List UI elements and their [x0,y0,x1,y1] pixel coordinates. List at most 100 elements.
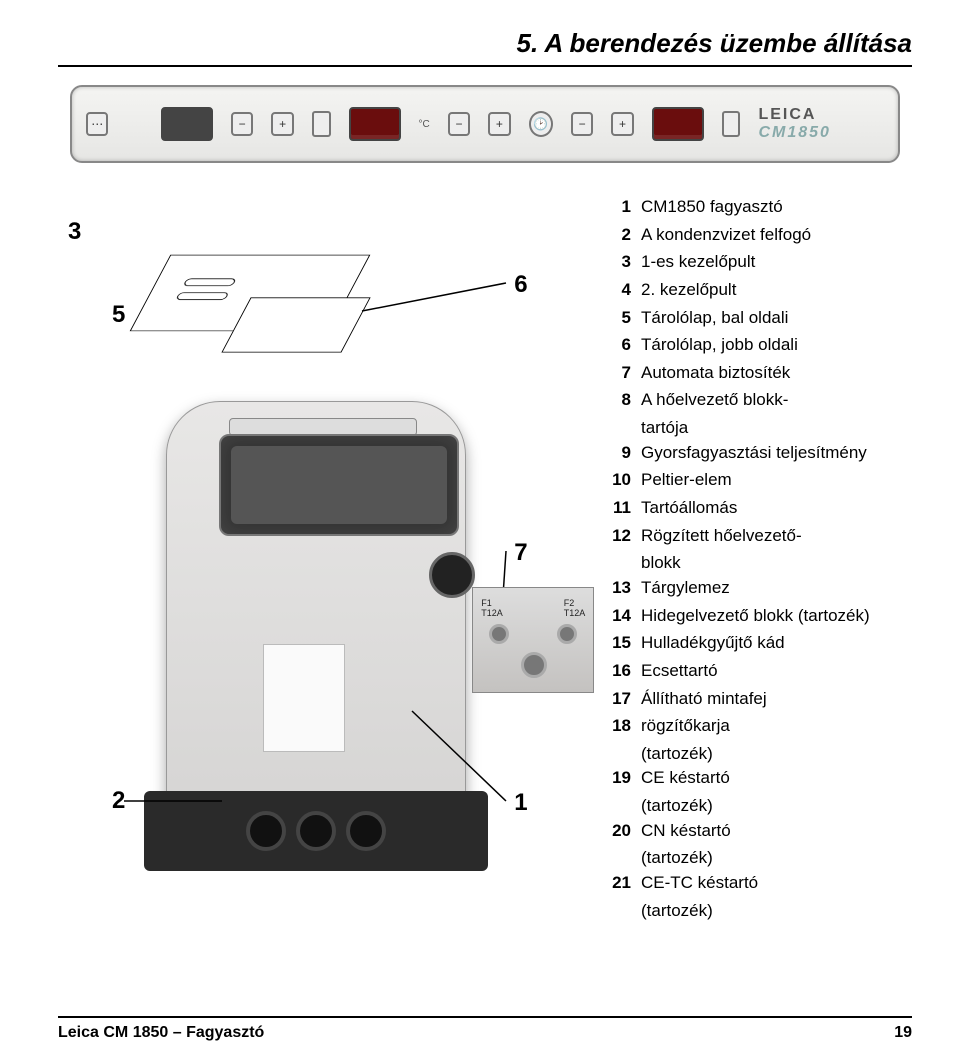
caster-wheel-icon [346,811,386,851]
legend-number: 15 [603,631,631,656]
legend-subtext: (tartozék) [641,899,912,924]
legend-text: Állítható mintafej [641,687,912,712]
legend-text: Peltier-elem [641,468,912,493]
legend-text: Tartóállomás [641,496,912,521]
fuse-inset-photo: F1T12A F2T12A [472,587,594,693]
page-footer: Leica CM 1850 – Fagyasztó 19 [58,1016,912,1042]
parts-legend: 1CM1850 fagyasztó 2 A kondenzvizet felfogó… [603,191,912,911]
legend-subtext: (tartozék) [641,794,912,819]
plus-button-icon: + [271,112,293,136]
legend-text: A hőelvezető blokk- [641,388,912,413]
legend-number: 20 [603,819,631,844]
title-rule [58,65,912,67]
handwheel-icon [429,552,475,598]
legend-row: 9 Gyorsfagyasztási teljesítmény [603,441,912,466]
caster-wheel-icon [246,811,286,851]
minus-button-icon: − [231,112,253,136]
socket-icon [521,652,547,678]
fuse-holder-icon [489,624,509,644]
legend-text: CE-TC késtartó [641,871,912,896]
legend-text: Hidegelvezető blokk (tartozék) [641,604,912,629]
figure-middle: 6 7 1 F1T12A F2T12A [512,191,585,911]
time-display [652,107,704,141]
plate-slot-icon [175,292,229,300]
machine-chamber-window [219,434,459,536]
legend-number: 16 [603,659,631,684]
legend-row: 15 Hulladékgyűjtő kád [603,631,912,656]
legend-text: Ecsettartó [641,659,912,684]
fuse-f2-label: F2T12A [564,598,586,618]
footer-product: Leica CM 1850 – Fagyasztó [58,1024,264,1042]
callout-2: 2 [112,787,125,815]
legend-row: 1CM1850 fagyasztó [603,195,912,220]
legend-number: 3 [603,250,631,275]
legend-number: 13 [603,576,631,601]
plus-button-3-icon: + [611,112,633,136]
minus-button-3-icon: − [571,112,593,136]
legend-row: 18 rögzítőkarja [603,714,912,739]
legend-number: 18 [603,714,631,739]
legend-subtext: (tartozék) [641,742,912,767]
legend-row: 12 Rögzített hőelvezető- [603,524,912,549]
fuse-holder-icon [557,624,577,644]
legend-subtext: tartója [641,416,912,441]
legend-text: 1-es kezelőpult [641,250,912,275]
brand-model: CM1850 [758,124,830,141]
legend-text: Hulladékgyűjtő kád [641,631,912,656]
legend-row: 19CE késtartó [603,766,912,791]
legend-number: 10 [603,468,631,493]
legend-number: 21 [603,871,631,896]
legend-number: 7 [603,361,631,386]
legend-row: 2 A kondenzvizet felfogó [603,223,912,248]
control-panel-figure: ⋯ − + °C − + 🕑 − + LEICA CM1850 [58,85,912,163]
legend-text: A kondenzvizet felfogó [641,223,912,248]
legend-row: 10 Peltier-elem [603,468,912,493]
legend-number: 19 [603,766,631,791]
fuse-f1-label: F1T12A [481,598,503,618]
legend-number: 1 [603,195,631,220]
legend-row: 4 2. kezelőpult [603,278,912,303]
legend-text: 2. kezelőpult [641,278,912,303]
legend-row: 3 1-es kezelőpult [603,250,912,275]
legend-row: 20 CN késtartó [603,819,912,844]
legend-row: 7 Automata biztosíték [603,361,912,386]
legend-number: 14 [603,604,631,629]
plate-slot-icon [183,278,237,286]
legend-row: 5 Tárolólap, bal oldali [603,306,912,331]
legend-text: Tárgylemez [641,576,912,601]
legend-row: 17Állítható mintafej [603,687,912,712]
panel-brand: LEICA CM1850 [758,106,884,142]
temp-display [349,107,401,141]
degree-c-label: °C [419,119,430,130]
plus-button-2-icon: + [488,112,510,136]
legend-subtext: blokk [641,551,912,576]
legend-row: 14 Hidegelvezető blokk (tartozék) [603,604,912,629]
legend-text: rögzítőkarja [641,714,912,739]
legend-text: Rögzített hőelvezető- [641,524,912,549]
chapter-title: 5. A berendezés üzembe állítása [58,28,912,59]
caster-wheel-icon [296,811,336,851]
legend-number: 5 [603,306,631,331]
callout-5: 5 [112,301,125,329]
key-icon [722,111,741,137]
legend-text: Gyorsfagyasztási teljesítmény [641,441,912,466]
minus-button-2-icon: − [448,112,470,136]
legend-row: 13 Tárgylemez [603,576,912,601]
machine-body [166,401,466,831]
legend-text: Automata biztosíték [641,361,912,386]
legend-number: 11 [603,496,631,521]
legend-row: 6Tárolólap, jobb oldali [603,333,912,358]
legend-number: 2 [603,223,631,248]
legend-number: 12 [603,524,631,549]
legend-row: 16 Ecsettartó [603,659,912,684]
legend-text: CN késtartó [641,819,912,844]
legend-number: 6 [603,333,631,358]
legend-text: Tárolólap, bal oldali [641,306,912,331]
thermometer-icon [312,111,331,137]
legend-number: 9 [603,441,631,466]
brand-text: LEICA [758,106,815,123]
legend-row: 21 CE-TC késtartó [603,871,912,896]
legend-number: 4 [603,278,631,303]
legend-subtext: (tartozék) [641,846,912,871]
menu-button-icon: ⋯ [86,112,108,136]
